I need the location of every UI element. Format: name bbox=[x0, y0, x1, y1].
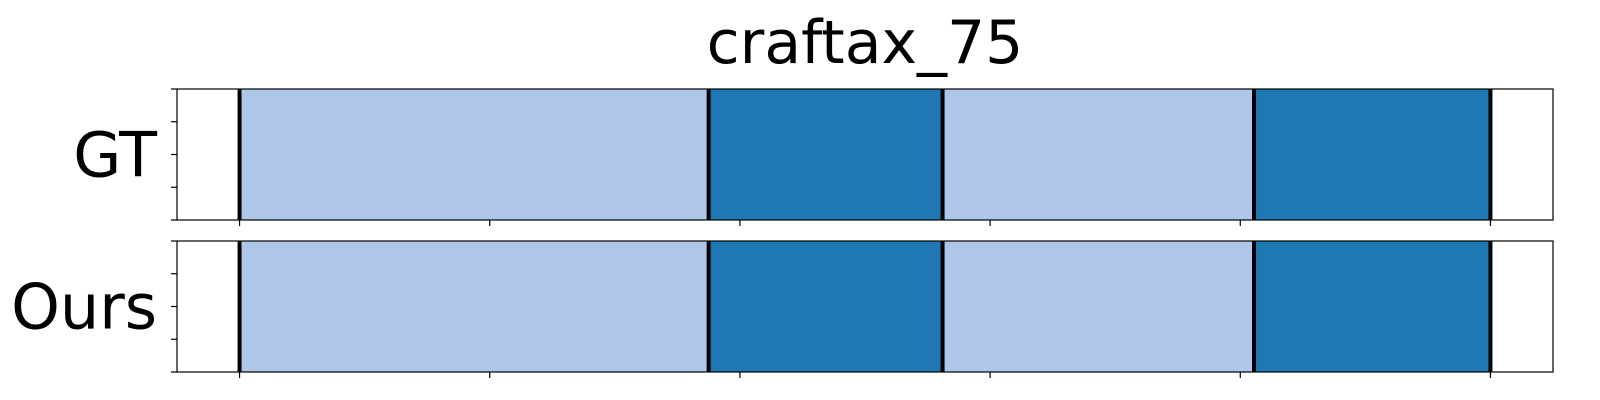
segment-gt-4 bbox=[1254, 89, 1491, 220]
row-label-gt: GT bbox=[73, 119, 158, 192]
chart-title: craftax_75 bbox=[707, 8, 1024, 78]
segment-gt-2 bbox=[708, 89, 943, 220]
segment-gt-3 bbox=[942, 89, 1255, 220]
segment-gt-1 bbox=[239, 89, 709, 220]
segment-ours-4 bbox=[1254, 241, 1491, 372]
row-label-ours: Ours bbox=[11, 271, 157, 344]
segment-ours-2 bbox=[708, 241, 943, 372]
segment-ours-1 bbox=[239, 241, 709, 372]
segment-ours-3 bbox=[942, 241, 1255, 372]
